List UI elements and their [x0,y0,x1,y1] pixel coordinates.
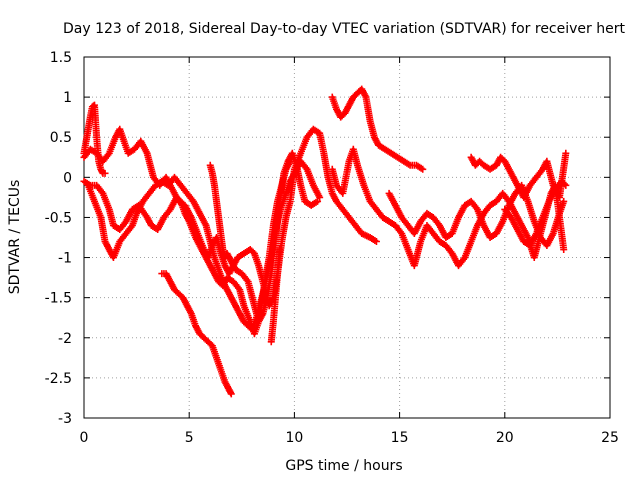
x-tick-label: 5 [185,430,194,446]
y-tick-label: 0.5 [50,130,72,146]
x-tick-label: 10 [285,430,303,446]
data-point [560,246,568,254]
y-tick-label: 1.5 [50,50,72,66]
y-tick-label: 1 [63,90,72,106]
data-point [314,197,322,205]
series-track-a [80,101,109,177]
axis-ticks: 0 5 10 15 20 25 -3 -2.5 -2 -1.5 -1 -0.5 0 0.5 1 1.5 [45,50,619,446]
y-tick-label: -1 [58,251,72,267]
x-tick-label: 15 [391,430,409,446]
data-point [372,238,380,246]
y-tick-label: -0.5 [45,210,72,226]
series-track-e [206,157,294,318]
data-point [227,390,235,398]
y-tick-label: 0 [63,170,72,186]
x-tick-label: 0 [80,430,89,446]
chart-title: Day 123 of 2018, Sidereal Day-to-day VTE… [63,21,625,37]
data-point [560,197,568,205]
series-track-h [328,85,427,173]
series-track-d [84,157,324,334]
x-tick-label: 25 [601,430,619,446]
data-marks [80,85,570,398]
y-tick-label: -2 [58,331,72,347]
data-point [101,169,109,177]
data-point [419,165,427,173]
y-tick-label: -1.5 [45,291,72,307]
y-axis-label: SDTVAR / TECUs [7,180,23,295]
x-axis-label: GPS time / hours [285,458,402,474]
y-tick-label: -2.5 [45,371,72,387]
x-tick-label: 20 [496,430,514,446]
series-track-f [158,270,235,398]
y-tick-label: -3 [58,411,72,427]
data-point [560,180,568,188]
data-point [316,193,324,201]
grid [84,57,610,418]
data-point [562,181,570,189]
series-track-l [501,177,570,250]
data-point [286,157,294,165]
data-point [276,246,284,254]
data-point [562,149,570,157]
series-track-g [267,246,284,346]
data-point [89,102,97,110]
plot-frame [83,56,611,419]
